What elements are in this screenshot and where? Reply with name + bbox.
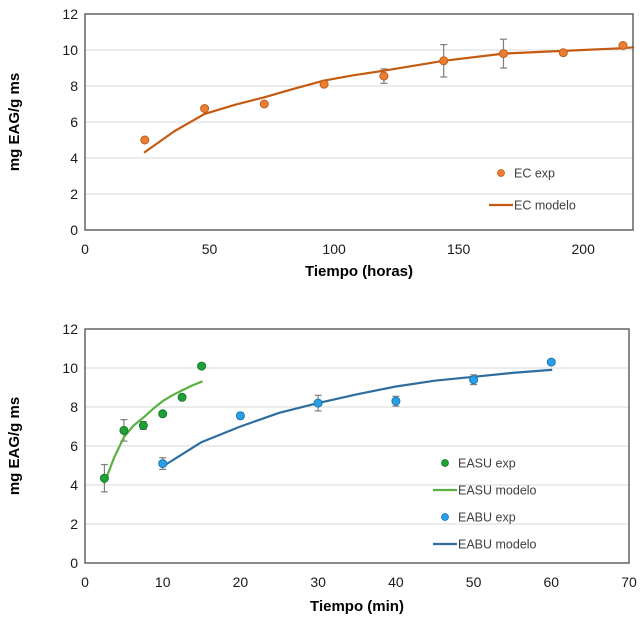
x-tick-label: 60 [543, 574, 559, 590]
y-tick-label: 4 [70, 477, 78, 493]
legend-item-eabu-modelo: EABU modelo [433, 538, 537, 552]
chart-ec-plot: 0 50 100 150 200 0 2 4 6 8 10 12 EC exp EC modelo Ti… [6, 6, 635, 280]
y-axis-title: mg EAG/g ms [6, 73, 23, 171]
eabu-exp-legend-marker-icon [441, 513, 449, 521]
plot-border [84, 328, 630, 564]
legend-label: EABU exp [458, 511, 516, 525]
y-tick-label: 2 [70, 516, 78, 532]
easu-exp-point [158, 409, 168, 419]
x-tick-label: 150 [447, 241, 471, 257]
y-tick-label: 12 [62, 321, 78, 337]
y-tick-label: 4 [70, 150, 78, 166]
x-axis-title: Tiempo (horas) [305, 263, 413, 280]
eabu-exp-point [313, 398, 323, 408]
y-tick-label: 8 [70, 78, 78, 94]
easu-modelo-line [103, 380, 203, 485]
legend-item-easu-exp: EASU exp [441, 457, 516, 471]
y-tick-label: 10 [62, 360, 78, 376]
chart-easu-eabu: 0 10 20 30 40 50 60 70 0 2 4 6 8 10 12 EASU exp EASU mo… [0, 316, 643, 632]
legend-item-ec-modelo: EC modelo [489, 199, 576, 213]
eabu-exp-point [235, 411, 245, 421]
ec-exp-point [319, 79, 329, 89]
x-tick-label: 20 [233, 574, 249, 590]
y-tick-label: 10 [62, 42, 78, 58]
y-tick-label: 8 [70, 399, 78, 415]
ec-exp-point [499, 49, 508, 59]
ec-exp-point [200, 104, 210, 113]
x-tick-label: 0 [81, 574, 89, 590]
ec-exp-legend-marker-icon [497, 169, 505, 177]
easu-exp-point [138, 421, 148, 430]
x-tick-label: 200 [572, 241, 596, 257]
ec-exp-point [379, 71, 389, 81]
y-tick-label: 0 [70, 222, 78, 238]
eabu-modelo-line [161, 368, 553, 468]
x-tick-label: 100 [322, 241, 346, 257]
legend-label: EASU modelo [458, 484, 537, 498]
easu-exp-point [99, 473, 109, 483]
easu-exp-legend-marker-icon [441, 459, 449, 467]
eabu-exp-point [391, 396, 401, 406]
x-tick-label: 30 [310, 574, 326, 590]
y-tick-label: 2 [70, 186, 78, 202]
legend-label: EC exp [514, 167, 555, 181]
x-tick-label: 50 [466, 574, 482, 590]
ec-exp-point [558, 48, 568, 58]
ec-exp-point [259, 99, 269, 109]
ec-exp-point [439, 56, 449, 66]
easu-exp-point [119, 425, 129, 435]
x-axis-title: Tiempo (min) [310, 598, 404, 615]
legend-item-ec-exp: EC exp [497, 167, 555, 181]
eabu-exp-point [546, 357, 556, 367]
ec-exp-point [140, 135, 150, 145]
ec-exp-point [618, 41, 628, 50]
x-tick-label: 10 [155, 574, 171, 590]
chart-easu-eabu-plot: 0 10 20 30 40 50 60 70 0 2 4 6 8 10 12 EASU exp EASU mo… [6, 321, 637, 615]
eabu-exp-point [158, 459, 168, 469]
y-tick-label: 0 [70, 555, 78, 571]
easu-exp-point [177, 392, 187, 402]
x-tick-label: 50 [202, 241, 218, 257]
y-tick-label: 6 [70, 114, 78, 130]
legend-item-eabu-exp: EABU exp [441, 511, 516, 525]
y-axis-title: mg EAG/g ms [6, 397, 23, 495]
x-tick-label: 0 [81, 241, 89, 257]
legend-label: EASU exp [458, 457, 516, 471]
y-tick-label: 6 [70, 438, 78, 454]
easu-exp-point [197, 361, 207, 371]
legend-label: EC modelo [514, 199, 576, 213]
ec-modelo-line [143, 46, 635, 154]
y-tick-label: 12 [62, 6, 78, 22]
plot-border [84, 13, 634, 231]
x-tick-label: 70 [621, 574, 637, 590]
legend-item-easu-modelo: EASU modelo [433, 484, 537, 498]
chart-ec: 0 50 100 150 200 0 2 4 6 8 10 12 EC exp EC modelo Ti… [6, 6, 635, 280]
eabu-exp-point [469, 375, 479, 385]
x-tick-label: 40 [388, 574, 404, 590]
legend-label: EABU modelo [458, 538, 537, 552]
